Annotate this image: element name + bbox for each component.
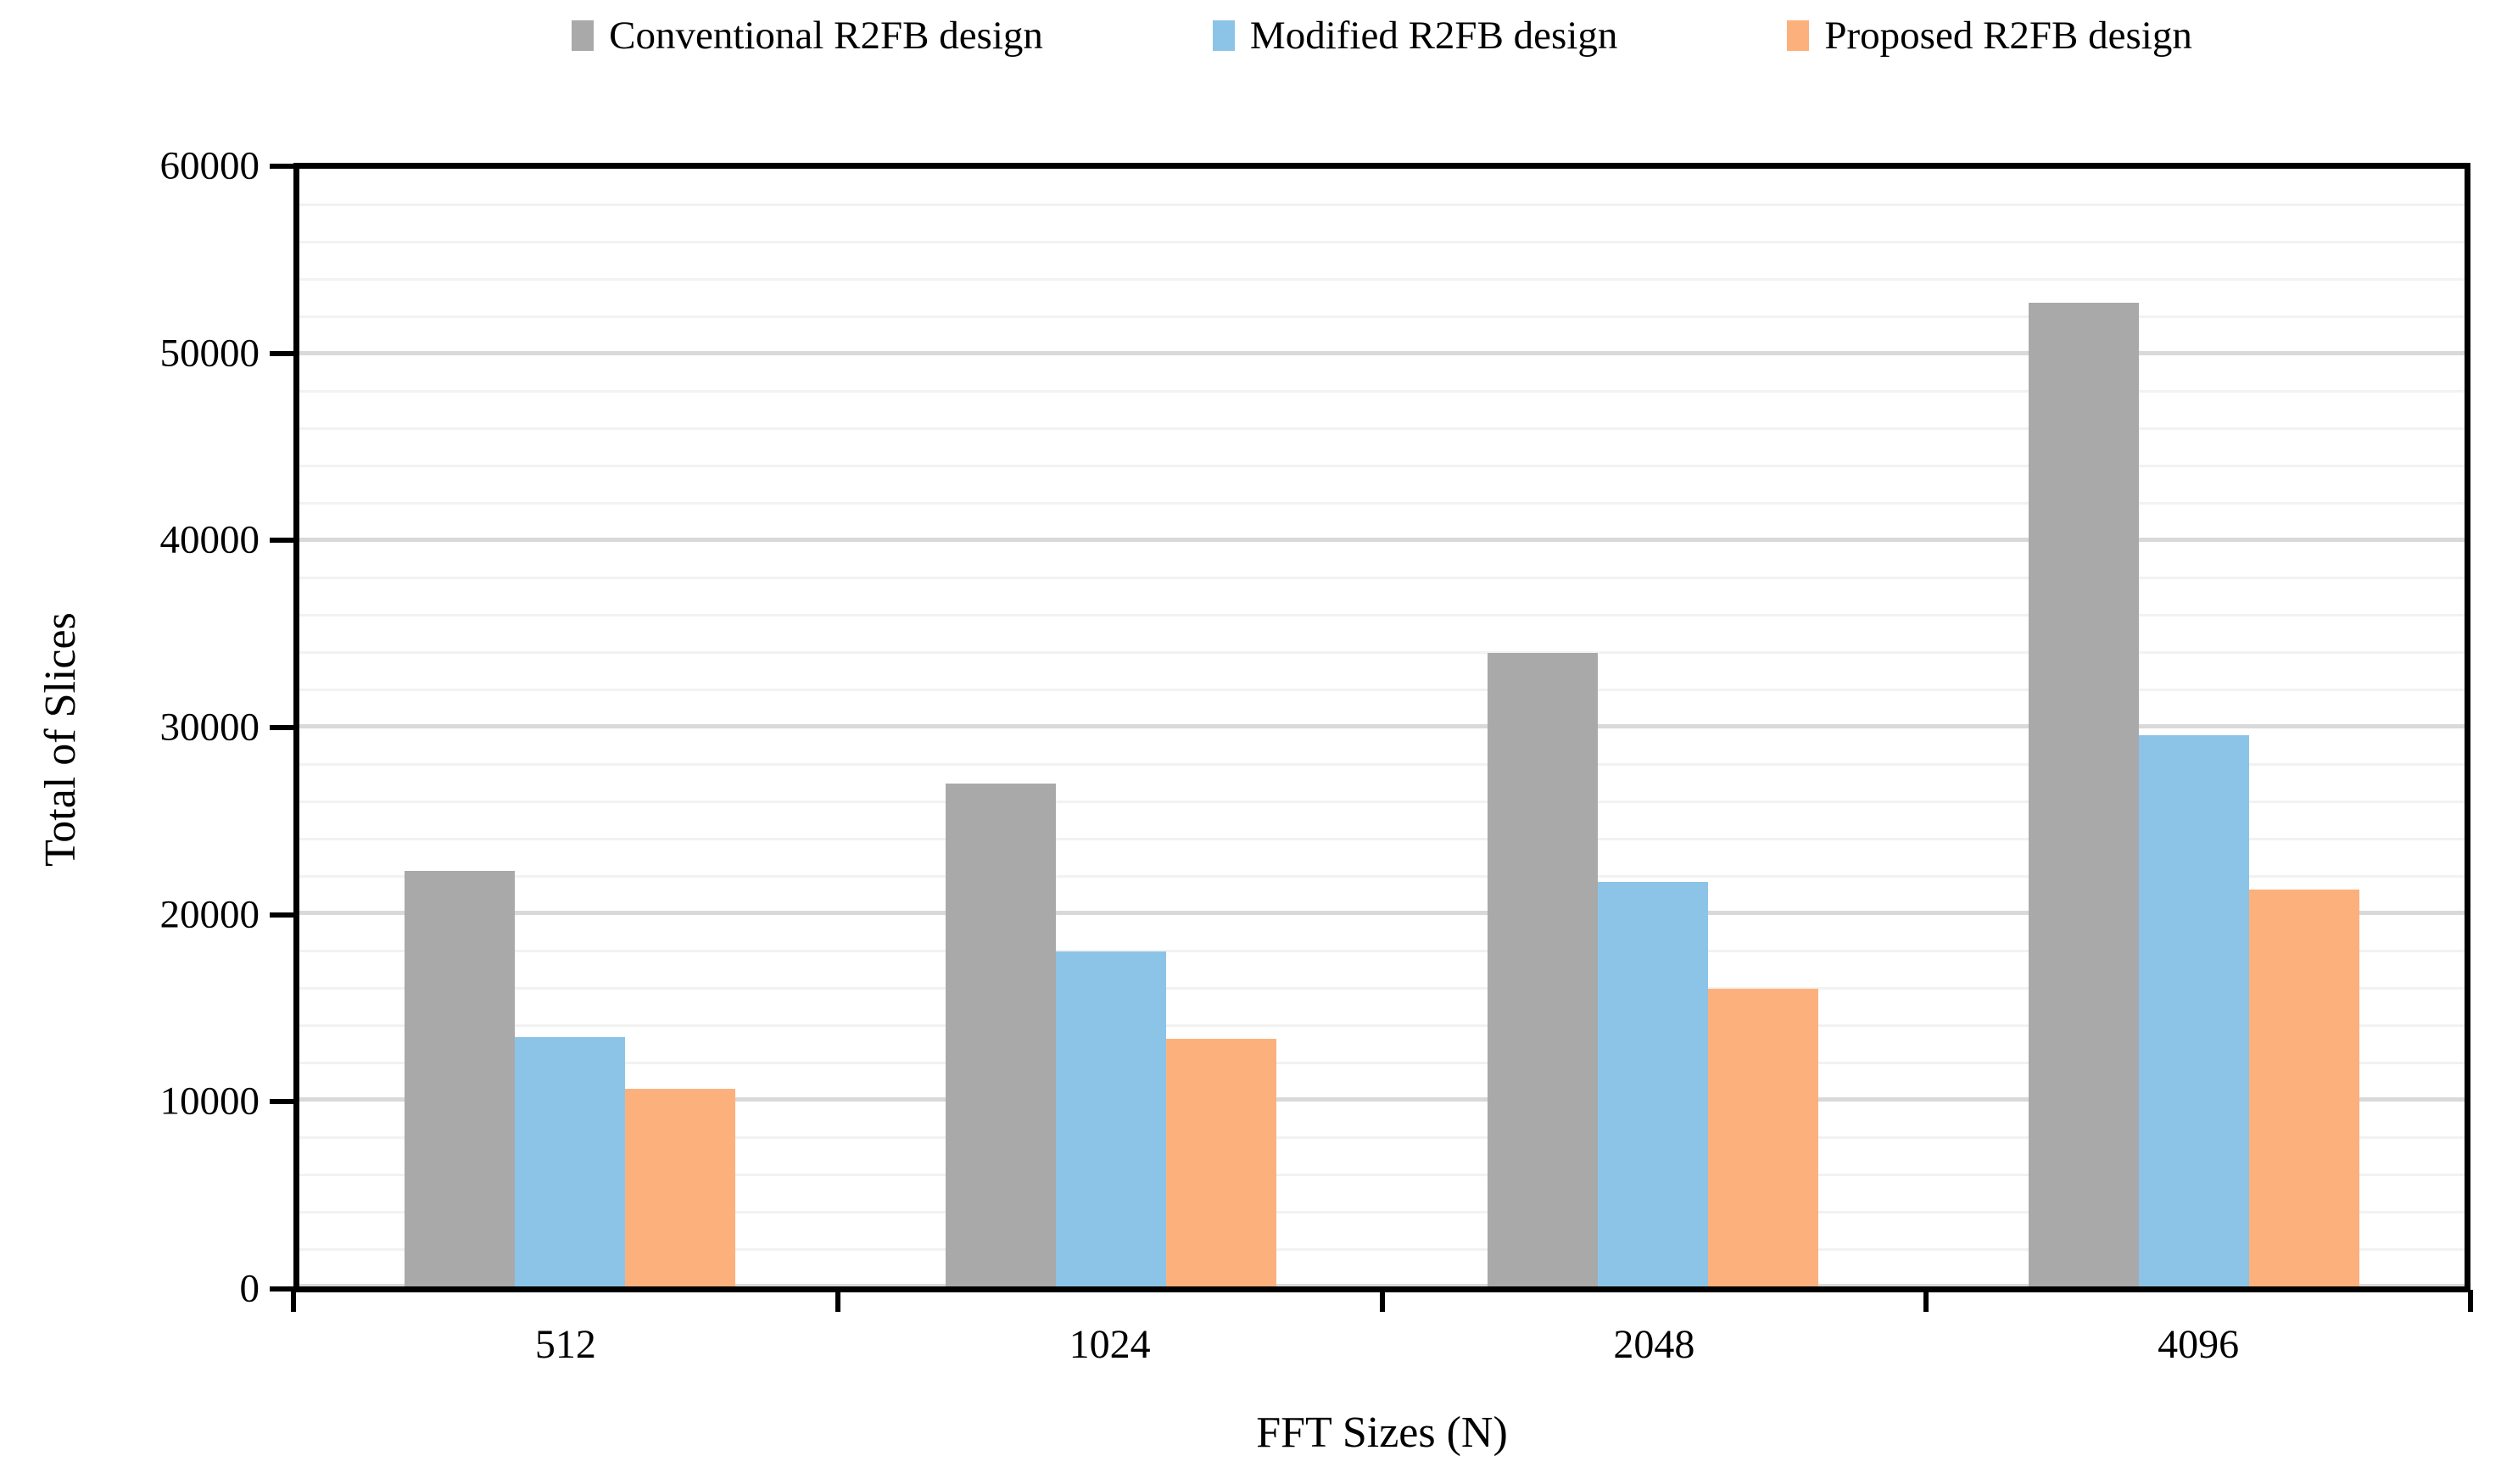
legend-label: Proposed R2FB design bbox=[1824, 14, 2192, 58]
bar-group bbox=[1382, 169, 1923, 1286]
legend-swatch bbox=[572, 20, 595, 52]
x-tick-mark bbox=[291, 1290, 296, 1312]
y-tick-label: 50000 bbox=[159, 331, 260, 376]
y-tick-label: 20000 bbox=[159, 892, 260, 937]
bar bbox=[1597, 882, 1708, 1286]
legend-swatch bbox=[1787, 20, 1810, 52]
bar bbox=[1056, 951, 1167, 1286]
legend-label: Modified R2FB design bbox=[1249, 14, 1618, 58]
x-tick-label: 4096 bbox=[2158, 1322, 2240, 1367]
bar bbox=[2248, 890, 2359, 1286]
bar-group bbox=[840, 169, 1382, 1286]
y-tick-mark bbox=[270, 725, 293, 730]
y-tick-label: 40000 bbox=[159, 517, 260, 562]
bar bbox=[1487, 653, 1598, 1286]
bar-group bbox=[1923, 169, 2465, 1286]
y-tick-label: 30000 bbox=[159, 705, 260, 750]
bar-groups bbox=[299, 169, 2465, 1286]
y-tick-label: 60000 bbox=[159, 143, 260, 188]
bar bbox=[946, 783, 1057, 1286]
legend-label: Conventional R2FB design bbox=[609, 14, 1043, 58]
plot-area bbox=[293, 163, 2470, 1292]
bar bbox=[1166, 1038, 1277, 1286]
y-tick-mark bbox=[270, 538, 293, 544]
y-tick-mark bbox=[270, 912, 293, 918]
bar bbox=[405, 871, 516, 1286]
x-tick-label: 1024 bbox=[1069, 1322, 1151, 1367]
bar bbox=[625, 1089, 736, 1286]
bar bbox=[1707, 988, 1818, 1286]
y-tick-mark bbox=[270, 164, 293, 169]
x-tick-mark bbox=[2468, 1290, 2473, 1312]
legend: Conventional R2FB design Modified R2FB de… bbox=[293, 12, 2470, 59]
legend-item: Modified R2FB design bbox=[1212, 12, 1618, 59]
legend-swatch bbox=[1212, 20, 1235, 52]
legend-item: Conventional R2FB design bbox=[572, 12, 1043, 59]
bar bbox=[2138, 734, 2249, 1286]
x-tick-mark bbox=[1923, 1290, 1929, 1312]
bar bbox=[2028, 303, 2139, 1286]
x-tick-label: 512 bbox=[534, 1322, 596, 1367]
y-tick-mark bbox=[270, 350, 293, 356]
y-tick-label: 10000 bbox=[159, 1079, 260, 1124]
bar-group bbox=[299, 169, 840, 1286]
y-tick-mark bbox=[270, 1286, 293, 1292]
x-axis-title: FFT Sizes (N) bbox=[1256, 1409, 1508, 1457]
bar bbox=[515, 1036, 626, 1286]
y-tick-mark bbox=[270, 1099, 293, 1105]
legend-item: Proposed R2FB design bbox=[1787, 12, 2192, 59]
x-tick-label: 2048 bbox=[1613, 1322, 1695, 1367]
y-tick-label: 0 bbox=[239, 1266, 260, 1311]
x-tick-mark bbox=[835, 1290, 840, 1312]
x-tick-mark bbox=[1379, 1290, 1385, 1312]
